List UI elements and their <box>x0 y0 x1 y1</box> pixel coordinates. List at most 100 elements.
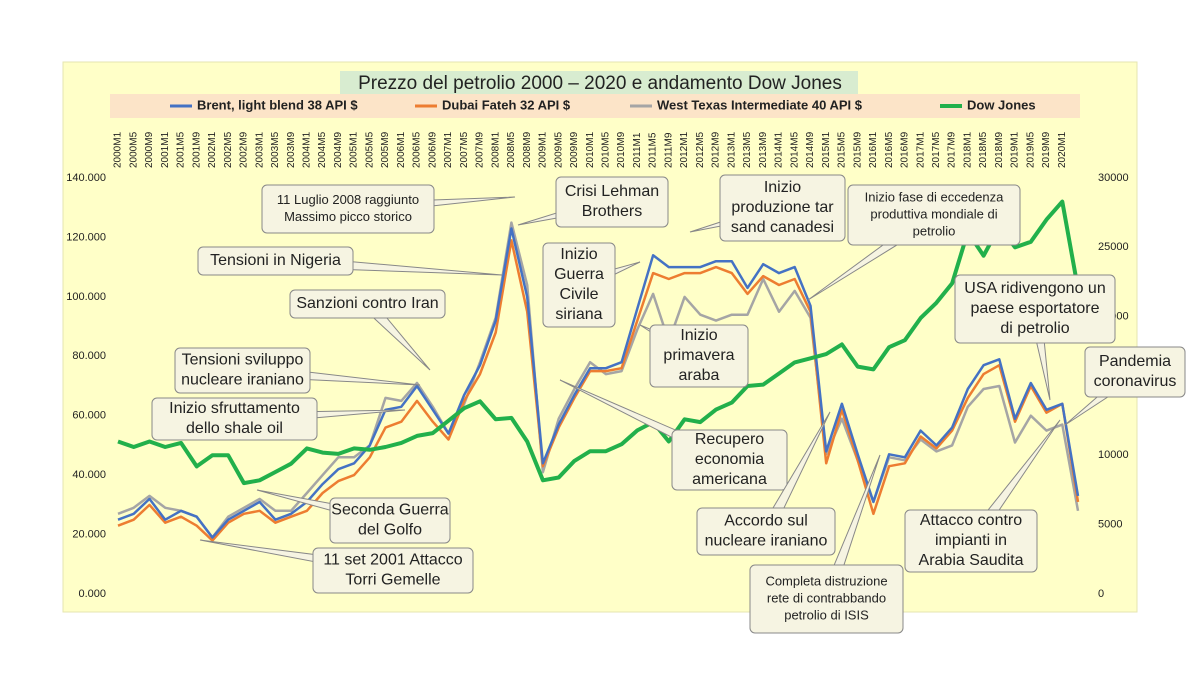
x-tick-label: 2017M5 <box>931 131 942 168</box>
callout-text: rete di contrabbando <box>767 590 886 605</box>
callout-box <box>312 547 474 594</box>
x-tick-label: 2009M5 <box>553 131 564 168</box>
callout-box <box>151 397 318 441</box>
x-tick-label: 2018M5 <box>978 131 989 168</box>
x-tick-label: 2012M1 <box>679 131 690 168</box>
x-tick-label: 2010M1 <box>585 131 596 168</box>
callout-text: dello shale oil <box>186 420 283 437</box>
callout-box <box>329 497 451 544</box>
x-tick-label: 2018M1 <box>962 131 973 168</box>
callout-text: Seconda Guerra <box>331 502 449 519</box>
callout-text: Attacco contro <box>920 512 1022 529</box>
x-tick-label: 2008M9 <box>522 131 533 168</box>
callout-text: Inizio <box>680 327 717 344</box>
callout-box <box>197 246 354 276</box>
x-tick-label: 2004M5 <box>317 131 328 168</box>
x-tick-label: 2020M1 <box>1057 131 1068 168</box>
x-tick-label: 2007M5 <box>459 131 470 168</box>
x-tick-label: 2011M1 <box>632 132 643 168</box>
x-tick-label: 2013M1 <box>726 131 737 168</box>
y-tick-label: 120.000 <box>66 231 106 243</box>
x-tick-label: 2003M9 <box>286 131 297 168</box>
x-tick-label: 2016M1 <box>868 131 879 168</box>
x-tick-label: 2017M1 <box>915 131 926 168</box>
x-tick-label: 2006M5 <box>412 131 423 168</box>
x-tick-label: 2007M9 <box>475 131 486 168</box>
x-tick-label: 2000M9 <box>144 131 155 168</box>
x-tick-label: 2012M9 <box>711 131 722 168</box>
x-tick-label: 2012M5 <box>695 131 706 168</box>
x-tick-label: 2015M1 <box>821 131 832 168</box>
callout-box <box>749 564 904 634</box>
callout-box <box>671 429 788 491</box>
x-tick-label: 2014M9 <box>805 131 816 168</box>
x-tick-label: 2005M1 <box>349 131 360 168</box>
callout-text: primavera <box>663 347 734 364</box>
callout-text: Arabia Saudita <box>919 552 1024 569</box>
x-tick-label: 2007M1 <box>443 131 454 168</box>
callout-text: produzione tar <box>731 199 834 216</box>
callout-box <box>261 184 435 234</box>
x-tick-label: 2013M9 <box>758 131 769 168</box>
series-line <box>117 227 1080 539</box>
x-tick-label: 2003M1 <box>254 131 265 168</box>
x-tick-label: 2015M5 <box>837 131 848 168</box>
x-tick-label: 2001M1 <box>160 131 171 168</box>
x-tick-label: 2001M5 <box>176 131 187 168</box>
x-tick-label: 2002M1 <box>207 131 218 168</box>
y-tick-label: 40.000 <box>72 469 106 481</box>
callout-box <box>542 242 616 328</box>
x-tick-label: 2018M9 <box>994 131 1005 168</box>
legend-label: Brent, light blend 38 API $ <box>197 97 358 112</box>
callout-text: Recupero <box>695 431 764 448</box>
y-tick-label: 0.000 <box>78 588 106 600</box>
callout-text: Tensioni sviluppo <box>182 352 304 369</box>
x-tick-label: 2009M9 <box>569 131 580 168</box>
x-tick-label: 2011M5 <box>648 132 659 168</box>
x-tick-label: 2006M1 <box>396 131 407 168</box>
legend-label: Dubai Fateh 32 API $ <box>442 97 571 112</box>
callout-text: Tensioni in Nigeria <box>210 252 341 269</box>
y2-tick-label: 30000 <box>1098 172 1129 184</box>
x-tick-label: 2004M1 <box>301 131 312 168</box>
callout-text: Accordo sul <box>724 513 808 530</box>
x-tick-label: 2005M5 <box>364 131 375 168</box>
callout-text: impianti in <box>935 532 1007 549</box>
title-background <box>340 71 858 97</box>
y2-tick-label: 5000 <box>1098 519 1122 531</box>
x-tick-label: 2002M5 <box>223 131 234 168</box>
callout-text: USA ridivengono un <box>964 280 1105 297</box>
callout-text: nucleare iraniano <box>705 533 828 550</box>
x-tick-label: 2004M9 <box>333 131 344 168</box>
x-tick-label: 2011M9 <box>663 132 674 168</box>
series-line <box>117 239 1080 542</box>
y2-tick-label: 10000 <box>1098 449 1129 461</box>
x-tick-label: 2015M9 <box>852 131 863 168</box>
x-tick-label: 2006M9 <box>427 131 438 168</box>
callout-box <box>847 184 1021 246</box>
callout-text: Completa distruzione <box>765 573 887 588</box>
callout-text: del Golfo <box>358 522 422 539</box>
x-tick-label: 2014M5 <box>789 131 800 168</box>
callout-box <box>719 174 846 242</box>
callout-box <box>555 176 669 228</box>
callout-text: Civile <box>559 286 598 303</box>
x-tick-label: 2008M1 <box>490 131 501 168</box>
y2-tick-label: 25000 <box>1098 241 1129 253</box>
callout-text: petrolio di ISIS <box>784 607 869 622</box>
x-tick-label: 2017M9 <box>947 131 958 168</box>
callout-text: paese esportatore <box>971 300 1100 317</box>
callout-text: siriana <box>555 306 602 323</box>
x-tick-label: 2008M5 <box>506 131 517 168</box>
callout-box <box>904 509 1038 573</box>
x-tick-label: 2005M9 <box>380 131 391 168</box>
y-tick-label: 140.000 <box>66 172 106 184</box>
x-tick-label: 2010M5 <box>601 131 612 168</box>
callout-text: Pandemia <box>1099 353 1171 370</box>
series-line <box>117 199 1080 486</box>
callout-text: Sanzioni contro Iran <box>296 295 438 312</box>
x-tick-label: 2002M9 <box>239 131 250 168</box>
x-tick-label: 2019M9 <box>1041 131 1052 168</box>
